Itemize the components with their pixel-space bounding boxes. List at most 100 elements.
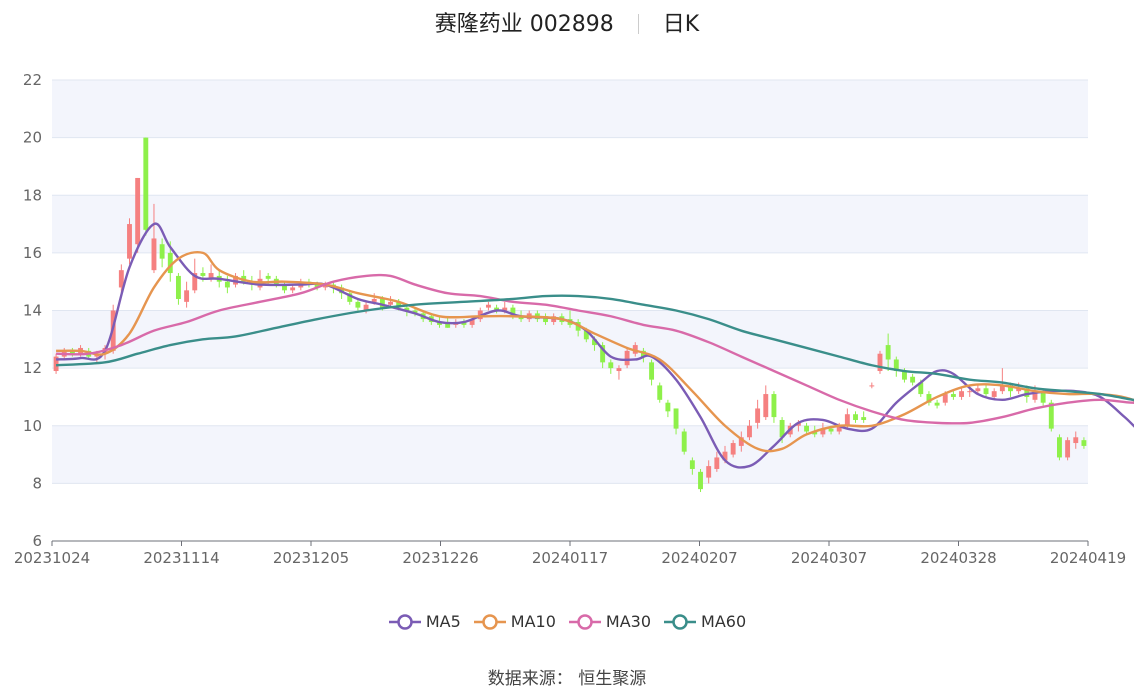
ma-line-ma10 (56, 250, 1134, 453)
candle-body (844, 414, 850, 426)
candle-body (184, 290, 190, 302)
candle-body (1065, 440, 1071, 458)
y-axis: 6 8 10 12 14 16 18 20 22 (23, 71, 42, 550)
candle-body (942, 394, 948, 403)
candle (257, 270, 263, 291)
candle-body (779, 419, 785, 438)
x-axis: 20231024 20231114 20231205 20231226 20240117… (14, 540, 1126, 567)
candle-body (828, 428, 834, 432)
candle (118, 264, 124, 294)
x-tick-label: 20231024 (14, 549, 90, 567)
candle-body (657, 385, 663, 400)
x-tick-label: 20240207 (661, 549, 737, 567)
legend-marker-icon (388, 614, 421, 630)
legend-label: MA5 (425, 612, 461, 631)
candle (999, 368, 1005, 395)
ma-line-ma60 (56, 294, 1134, 402)
candle-body (159, 244, 165, 259)
candle-body (649, 362, 655, 380)
candle (706, 460, 712, 484)
candle-body (910, 376, 916, 383)
candle-body (861, 417, 867, 420)
candle (543, 313, 548, 325)
legend-item-ma10[interactable]: MA10 (473, 612, 556, 631)
candle-body (934, 402, 940, 406)
candle (893, 356, 899, 377)
candle (649, 359, 655, 386)
candle-body (290, 287, 296, 291)
title-period: 日K (662, 12, 700, 37)
candle (282, 281, 287, 294)
candle-body (167, 252, 173, 274)
candle-body (706, 466, 712, 478)
candle-body (1024, 388, 1030, 397)
candle (869, 382, 875, 389)
candle-body (795, 422, 801, 426)
legend-item-ma30[interactable]: MA30 (568, 612, 651, 631)
candle-body (820, 428, 826, 435)
legend-label: MA60 (701, 612, 747, 631)
candle-body (771, 394, 777, 418)
x-tick-label: 20231205 (273, 549, 349, 567)
candle-body (143, 137, 149, 230)
candle-body (127, 224, 132, 259)
candle (657, 382, 663, 403)
candle-body (665, 402, 671, 412)
candle (1057, 434, 1062, 461)
candle-body (355, 301, 361, 308)
candle-body (208, 273, 214, 279)
candle-body (485, 304, 491, 308)
candle-body (836, 425, 842, 432)
candle (853, 411, 858, 423)
candle-body (893, 359, 899, 372)
y-tick-label: 16 (23, 244, 42, 262)
candle (290, 284, 296, 294)
candle (608, 359, 614, 374)
candle-body (983, 388, 989, 395)
candle-body (902, 371, 907, 380)
candle (135, 177, 141, 253)
candle (738, 431, 744, 452)
x-tick-label: 20231114 (143, 549, 219, 567)
candle-body (371, 298, 377, 302)
legend: MA5 MA10 MA30 MA60 (0, 612, 1134, 631)
candle-body (853, 414, 858, 420)
candle (53, 353, 59, 374)
candle (714, 451, 720, 472)
candle-body (1032, 391, 1038, 400)
candle-body (192, 273, 198, 291)
candle-body (388, 301, 393, 305)
legend-item-ma60[interactable]: MA60 (663, 612, 746, 631)
candle-body (151, 238, 157, 271)
legend-marker-icon (568, 614, 601, 630)
candle-body (1040, 391, 1046, 403)
candle-body (991, 391, 997, 397)
candle (151, 203, 157, 274)
x-tick-label: 20240328 (920, 549, 996, 567)
candle-body (885, 345, 891, 360)
candle (950, 391, 956, 400)
candle-body (592, 339, 597, 346)
plot-band (52, 425, 1088, 484)
ma-lines (56, 222, 1134, 469)
chart-title: 赛隆药业 002898 日K (0, 6, 1134, 38)
candle (926, 391, 932, 406)
candle (747, 419, 752, 441)
candle-body (404, 307, 410, 311)
candle (763, 385, 769, 420)
candle-body (347, 293, 353, 302)
candle (983, 385, 989, 397)
candle-body (1016, 388, 1022, 392)
y-tick-label: 6 (32, 532, 42, 550)
legend-item-ma5[interactable]: MA5 (388, 612, 461, 631)
x-tick-label: 20240419 (1050, 549, 1126, 567)
candle (600, 342, 606, 369)
candle-body (624, 350, 630, 366)
candle (885, 333, 891, 372)
candle-body (175, 275, 181, 299)
candle (861, 411, 867, 423)
candle (485, 301, 491, 311)
candle (771, 391, 777, 423)
legend-label: MA30 (605, 612, 652, 631)
